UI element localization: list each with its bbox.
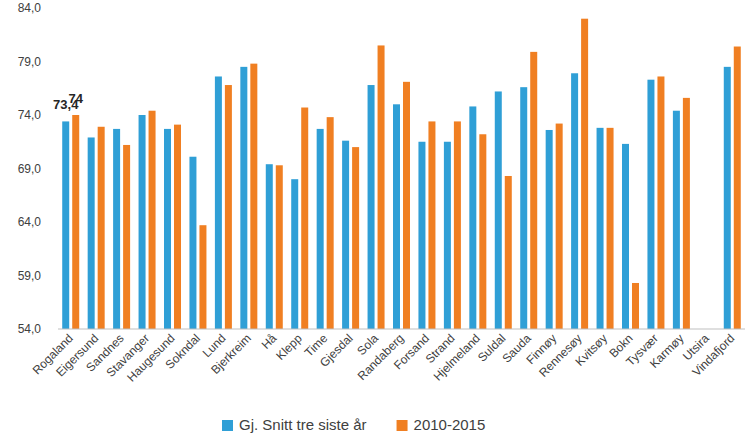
legend-swatch	[397, 420, 408, 431]
x-tick-label: Karmøy	[647, 331, 687, 371]
y-tick-label: 79,0	[18, 55, 42, 69]
bar	[301, 108, 308, 329]
bar	[479, 134, 486, 329]
bar	[454, 121, 461, 329]
bar	[428, 121, 435, 329]
bars	[62, 19, 741, 329]
legend-label: Gj. Snitt tre siste år	[239, 416, 367, 433]
bar	[266, 164, 273, 329]
y-tick-label: 74,0	[18, 108, 42, 122]
bar	[250, 64, 257, 329]
bar	[164, 129, 171, 329]
data-label: 74	[68, 91, 83, 106]
x-tick-label: Gjesdal	[317, 331, 356, 370]
bar	[199, 225, 206, 329]
bar	[139, 115, 146, 329]
bar	[734, 47, 741, 329]
y-tick-label: 54,0	[18, 322, 42, 336]
y-tick-label: 64,0	[18, 215, 42, 229]
y-tick-label: 69,0	[18, 162, 42, 176]
bar	[393, 104, 400, 329]
bar	[403, 82, 410, 329]
x-tick-label: Vindafjord	[689, 331, 737, 379]
bar	[352, 147, 359, 329]
bar	[113, 129, 120, 329]
bar	[317, 129, 324, 329]
bar	[88, 137, 95, 329]
bar	[62, 121, 69, 329]
bar	[189, 157, 196, 329]
legend-label: 2010-2015	[414, 416, 486, 433]
bar	[225, 85, 232, 329]
bar	[673, 111, 680, 329]
bar	[240, 67, 247, 329]
bar	[647, 80, 654, 329]
bar	[571, 73, 578, 329]
y-tick-label: 84,0	[18, 1, 42, 15]
legend-swatch	[222, 420, 233, 431]
bar	[291, 179, 298, 329]
bar	[72, 115, 79, 329]
chart-container: 54,059,064,069,074,079,084,073,474Rogala…	[0, 0, 755, 445]
bar	[368, 85, 375, 329]
bar	[174, 125, 181, 329]
bar	[520, 87, 527, 329]
chart-svg: 54,059,064,069,074,079,084,073,474Rogala…	[0, 0, 755, 445]
bar	[597, 128, 604, 329]
bar	[607, 128, 614, 329]
x-axis-line	[58, 329, 745, 330]
y-tick-label: 59,0	[18, 269, 42, 283]
bar	[469, 106, 476, 329]
bar	[683, 98, 690, 329]
x-tick-label: Sokndal	[162, 331, 203, 372]
bar	[342, 141, 349, 329]
bar	[556, 124, 563, 329]
bar	[581, 19, 588, 329]
bar	[444, 142, 451, 329]
bar	[622, 144, 629, 329]
bar	[546, 130, 553, 329]
bar	[98, 127, 105, 329]
bar	[724, 67, 731, 329]
bar	[149, 111, 156, 329]
bar	[276, 165, 283, 329]
bar	[378, 45, 385, 329]
x-tick-label: Klepp	[273, 331, 305, 363]
x-tick-label: Bjerkreim	[208, 331, 254, 377]
bar	[632, 283, 639, 329]
bar	[418, 142, 425, 329]
bar	[530, 52, 537, 329]
x-tick-label: Hjelmeland	[431, 331, 483, 383]
x-tick-label: Kvitsøy	[572, 331, 610, 369]
legend: Gj. Snitt tre siste år 2010-2015	[222, 416, 485, 433]
bar	[495, 91, 502, 329]
bar	[327, 117, 334, 329]
bar	[657, 76, 664, 329]
bar	[215, 76, 222, 329]
bar	[505, 176, 512, 329]
bar	[123, 145, 130, 329]
